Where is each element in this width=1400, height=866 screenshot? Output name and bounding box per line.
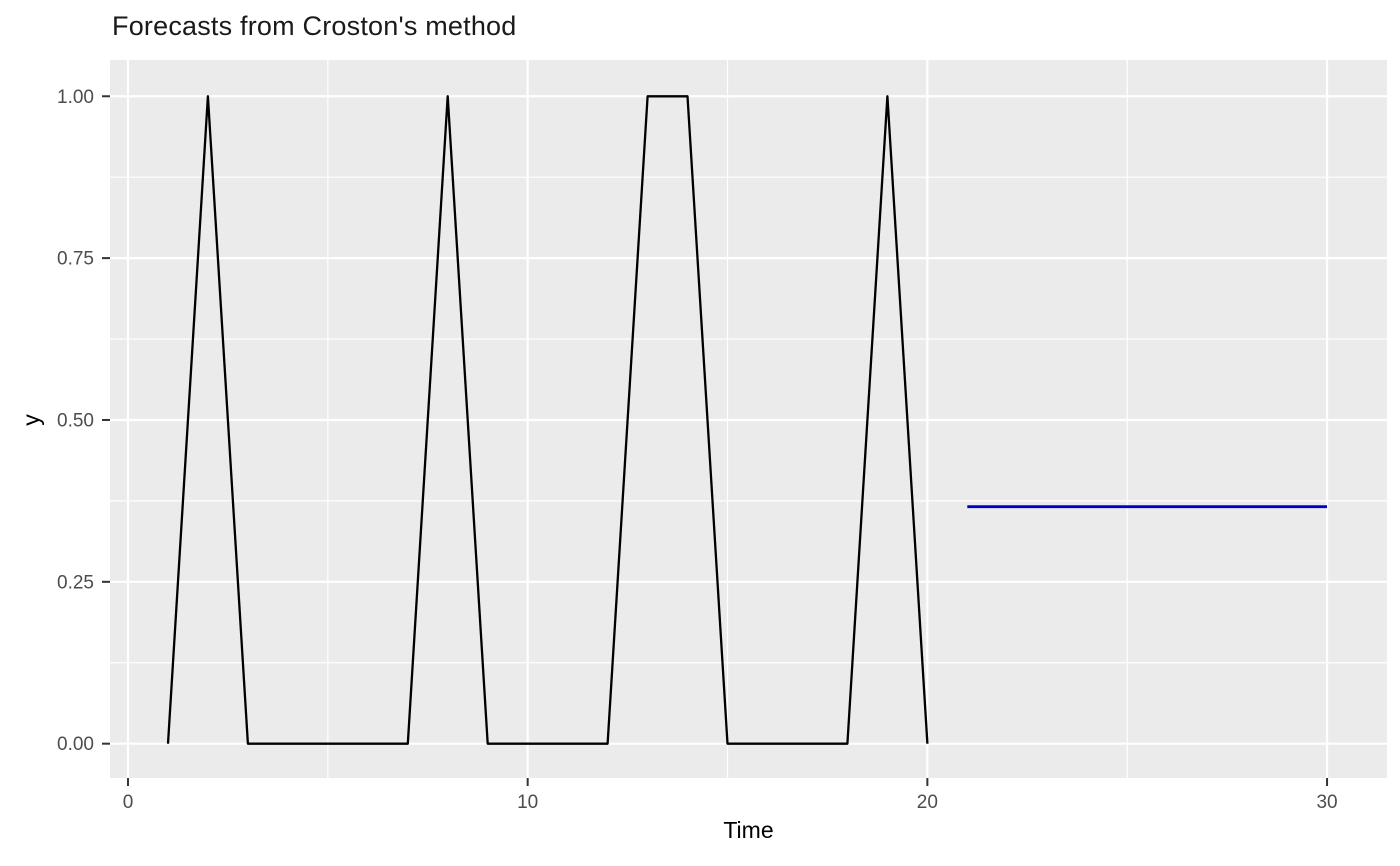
x-tick-label: 0 <box>123 792 134 813</box>
y-tick-label: 0.00 <box>57 734 94 755</box>
y-tick-label: 0.25 <box>57 572 94 593</box>
x-tick-label: 30 <box>1316 792 1337 813</box>
x-tick-label: 20 <box>917 792 938 813</box>
plot-title: Forecasts from Croston's method <box>112 11 517 41</box>
series-observed-line <box>166 95 929 745</box>
y-tick-label: 0.75 <box>57 249 94 270</box>
x-axis-title: Time <box>723 817 774 843</box>
y-tick-label: 1.00 <box>57 87 94 108</box>
x-tick-label: 10 <box>517 792 538 813</box>
y-tick-label: 0.50 <box>57 410 94 431</box>
